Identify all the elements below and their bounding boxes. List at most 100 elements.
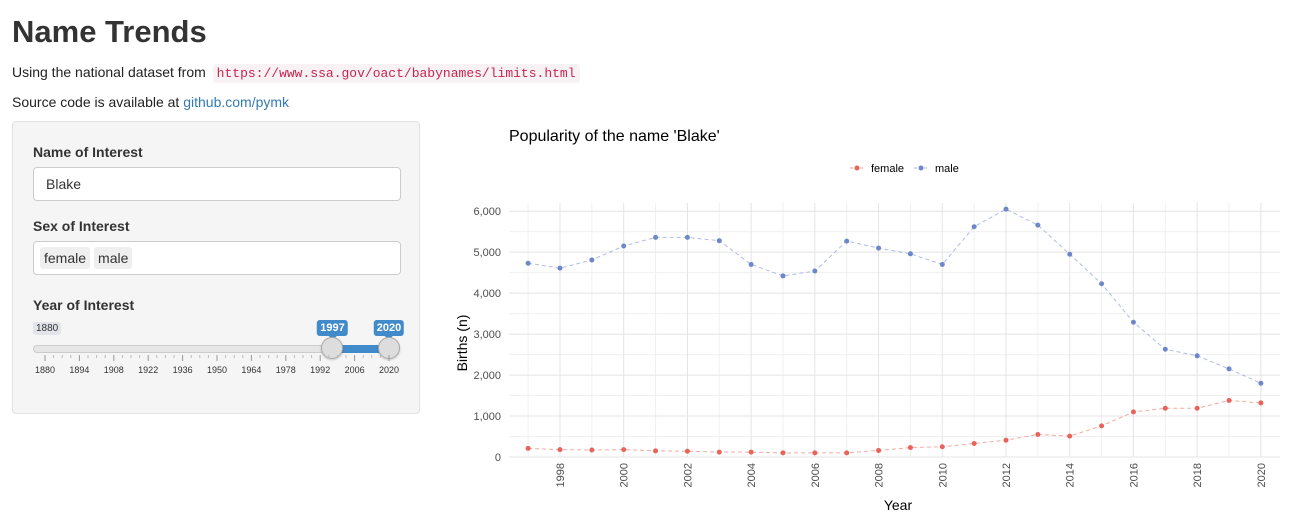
data-point-male: [621, 243, 627, 249]
data-point-female: [939, 444, 945, 450]
data-point-female: [1130, 409, 1136, 415]
legend-label-female: female: [871, 163, 904, 175]
y-tick-label: 6,000: [473, 206, 501, 218]
series-line-male: [528, 208, 1262, 384]
y-tick-label: 5,000: [473, 247, 501, 259]
data-point-male: [1258, 380, 1264, 386]
data-point-female: [1003, 437, 1009, 443]
y-axis-ticks: 0 1,000 2,000 3,000 4,000 5,000 6,000: [473, 206, 501, 464]
data-point-male: [780, 273, 786, 279]
x-tick-label: 2016: [1128, 463, 1140, 487]
data-point-female: [716, 449, 722, 455]
data-point-male: [1035, 222, 1041, 228]
source-text: Source code is available at github.com/p…: [12, 94, 289, 110]
data-point-male: [525, 260, 531, 266]
slider-grid-label: 1894: [69, 365, 89, 375]
data-point-male: [1067, 251, 1073, 257]
data-point-male: [557, 265, 563, 271]
y-tick-label: 0: [495, 452, 501, 464]
name-of-interest-label: Name of Interest: [33, 144, 143, 160]
chart-series: [525, 206, 1264, 456]
sex-chip-female[interactable]: female: [40, 247, 91, 269]
data-point-male: [1003, 206, 1009, 212]
data-point-male: [907, 251, 913, 257]
data-point-female: [1099, 423, 1105, 429]
data-point-male: [1130, 319, 1136, 325]
page-title: Name Trends: [12, 14, 207, 49]
data-point-male: [1099, 281, 1105, 287]
data-point-female: [1162, 405, 1168, 411]
dataset-url: https://www.ssa.gov/oact/babynames/limit…: [212, 64, 580, 83]
data-point-female: [1194, 405, 1200, 411]
slider-grid-label: 1950: [207, 365, 227, 375]
slider-to-label: 2020: [373, 320, 405, 340]
data-point-female: [621, 447, 627, 453]
slider-min-label: 1880: [33, 322, 62, 335]
data-point-female: [876, 447, 882, 453]
data-point-female: [780, 450, 786, 456]
data-point-male: [684, 234, 690, 240]
data-point-male: [1226, 366, 1232, 372]
popularity-chart: Popularity of the name 'Blake' female mal…: [454, 128, 1280, 513]
data-point-female: [812, 450, 818, 456]
sex-of-interest-label: Sex of Interest: [33, 218, 130, 234]
data-point-female: [653, 448, 659, 454]
slider-grid: 1880 1894 1908 1922 1936 1950 1964 1978 1992 2006…: [35, 355, 399, 375]
sidebar-panel: Name of Interest Sex of Interest female …: [12, 121, 420, 414]
x-tick-label: 2018: [1192, 463, 1204, 487]
slider-grid-label: 2006: [345, 365, 365, 375]
x-tick-label: 2012: [1001, 463, 1013, 487]
data-point-male: [716, 238, 722, 244]
slider-grid-label: 2020: [379, 365, 399, 375]
slider-grid-label: 1936: [173, 365, 193, 375]
source-label: Source code is available at: [12, 94, 180, 110]
chart-title: Popularity of the name 'Blake': [509, 128, 720, 145]
slider-grid-label: 1922: [138, 365, 158, 375]
x-tick-label: 2014: [1065, 463, 1077, 487]
intro-text: Using the national dataset from https://…: [12, 64, 580, 83]
name-input[interactable]: [33, 167, 401, 201]
data-point-female: [1035, 431, 1041, 437]
data-point-male: [748, 261, 754, 267]
year-of-interest-label: Year of Interest: [33, 297, 135, 313]
data-point-female: [971, 440, 977, 446]
x-tick-label: 2010: [937, 463, 949, 487]
data-point-male: [844, 238, 850, 244]
x-tick-label: 1998: [555, 463, 567, 487]
y-tick-label: 3,000: [473, 329, 501, 341]
data-point-male: [1194, 353, 1200, 359]
slider-selected-range[interactable]: [332, 345, 389, 353]
y-axis-label: Births (n): [454, 315, 470, 372]
year-range-slider[interactable]: 1880 1997 2020 1880 1894 1908 1922 1936 1950 1…: [33, 317, 405, 377]
data-point-female: [1258, 400, 1264, 406]
y-tick-label: 4,000: [473, 288, 501, 300]
slider-from-label: 1997: [317, 320, 348, 340]
data-point-male: [589, 257, 595, 263]
x-tick-label: 2020: [1256, 463, 1268, 487]
x-axis-ticks: 1998 2000 2002 2004 2006 2008 2010 2012 2014 2016…: [555, 463, 1268, 487]
data-point-female: [907, 445, 913, 451]
intro-label: Using the national dataset from: [12, 64, 206, 80]
chart-grid: [509, 203, 1280, 458]
data-point-male: [1162, 346, 1168, 352]
x-tick-label: 2006: [810, 463, 822, 487]
slider-handle-from[interactable]: [321, 337, 344, 359]
series-line-female: [528, 399, 1261, 454]
data-point-female: [1226, 397, 1232, 403]
slider-grid-label: 1880: [35, 365, 55, 375]
x-tick-label: 2000: [619, 463, 631, 487]
data-point-male: [653, 234, 659, 240]
sex-chip-male[interactable]: male: [94, 247, 133, 269]
chart-legend: female male: [850, 163, 959, 175]
x-axis-label: Year: [884, 497, 913, 513]
slider-grid-label: 1908: [104, 365, 124, 375]
data-point-male: [812, 268, 818, 274]
data-point-female: [557, 447, 563, 453]
x-tick-label: 2008: [874, 463, 886, 487]
data-point-female: [748, 449, 754, 455]
source-link[interactable]: github.com/pymk: [183, 94, 290, 110]
data-point-male: [876, 245, 882, 251]
sex-select[interactable]: female male: [33, 241, 401, 275]
data-point-female: [589, 447, 595, 453]
legend-key-point: [854, 165, 860, 171]
